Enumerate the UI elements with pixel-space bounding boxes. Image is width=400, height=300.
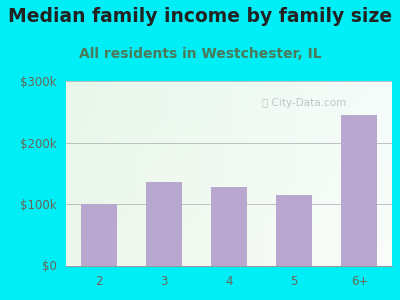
Bar bbox=[211, 187, 247, 266]
Bar bbox=[81, 204, 116, 266]
Text: All residents in Westchester, IL: All residents in Westchester, IL bbox=[79, 46, 321, 61]
Bar bbox=[276, 195, 312, 266]
Bar bbox=[342, 115, 377, 266]
Bar bbox=[146, 182, 182, 266]
Text: Median family income by family size: Median family income by family size bbox=[8, 8, 392, 26]
Text: ⓘ City-Data.com: ⓘ City-Data.com bbox=[262, 98, 346, 108]
